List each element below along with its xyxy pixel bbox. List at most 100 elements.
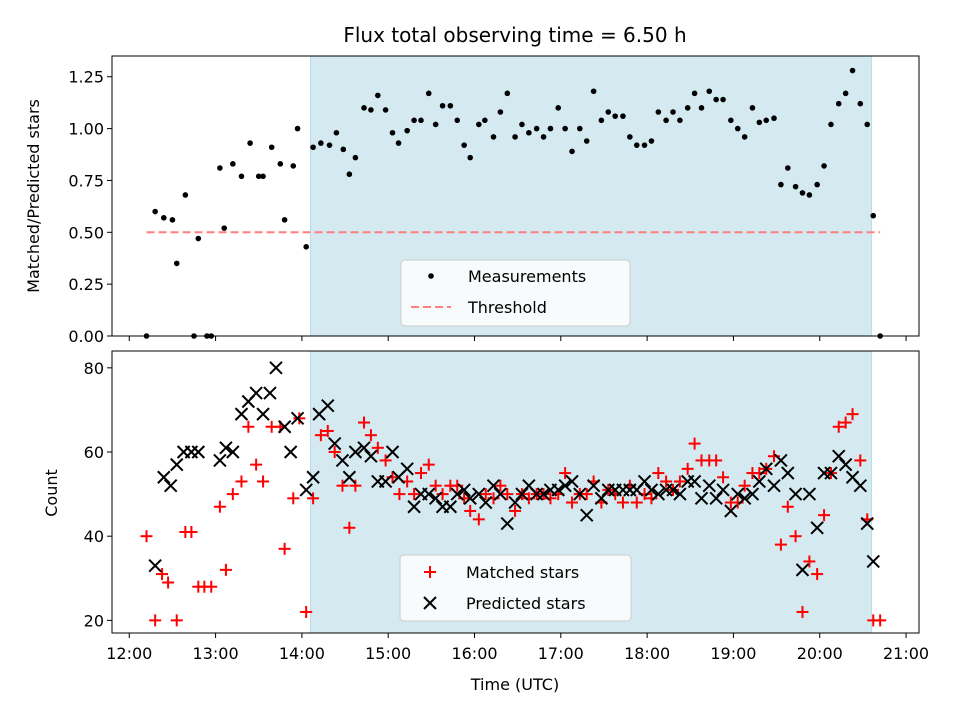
predicted-star-point [407,500,421,514]
matched-star-point [774,538,787,551]
measurement-point [684,105,691,111]
matched-star-point [472,513,485,526]
predicted-star-point [400,462,414,476]
measurement-point [318,140,324,146]
predicted-star-point [463,491,477,506]
matched-star-point [408,488,421,501]
x-axis-label: Time (UTC) [470,675,559,694]
measurement-point [268,144,275,151]
predicted-star-point [148,558,162,573]
bottom-y-ticks: 20 40 60 80 [84,359,112,630]
matched-star-point [681,462,694,475]
measurement-point [346,171,353,178]
matched-star-point [242,420,255,433]
measurement-point [555,105,562,111]
predicted-star-point [651,487,666,501]
y-tick-label: 0.25 [68,275,104,294]
matched-star-point [854,454,867,467]
measurement-point [799,190,806,196]
predicted-star-point [234,407,249,421]
measurement-point [771,115,777,122]
measurement-point [870,212,877,219]
matched-star-point [287,492,300,505]
predicted-star-point [191,445,206,459]
legend-matched-label: Matched stars [466,563,579,582]
predicted-star-point [306,470,320,484]
predicted-star-point [299,483,313,497]
measurement-point [519,121,525,128]
measurement-point [562,125,568,132]
measurement-point [605,109,612,115]
measurement-point [691,90,698,97]
measurement-point [569,148,575,155]
legend-predicted-label: Predicted stars [466,594,586,613]
x-tick-label: 17:00 [538,644,584,663]
y-tick-label: 80 [84,359,104,378]
matched-star-point [205,580,218,593]
measurement-point [785,165,791,171]
y-tick-label: 0.75 [68,171,104,190]
matched-star-point [235,475,248,488]
measurement-point [504,90,511,97]
measurement-point [698,105,705,111]
measurement-point [620,113,626,119]
measurement-point [612,113,618,119]
predicted-star-point [673,487,687,501]
matched-star-point [846,408,859,421]
predicted-star-point [515,487,529,501]
predicted-star-point [795,563,810,577]
matched-star-point [349,479,362,492]
predicted-star-point [219,441,233,455]
predicted-star-point [594,491,609,506]
x-tick-label: 16:00 [451,644,497,663]
predicted-star-point [327,436,342,451]
matched-star-point [811,568,824,581]
measurement-point [247,140,253,146]
predicted-star-point [472,487,486,501]
predicted-star-point [745,487,760,501]
predicted-star-point [824,466,838,480]
x-tick-label: 20:00 [797,644,843,663]
measurement-point [627,134,633,140]
matched-star-point [393,488,406,501]
legend-threshold-label: Threshold [467,298,547,317]
measurement-point [728,117,734,124]
measurement-point [467,154,473,161]
predicted-star-point [752,474,767,489]
measurement-point [303,244,309,250]
predicted-star-point [866,554,880,569]
measurement-point [590,88,597,95]
matched-star-point [781,500,794,513]
bottom-legend-box [399,554,632,622]
predicted-star-point [479,495,493,510]
matched-star-point [673,475,686,488]
y-tick-label: 20 [84,611,104,630]
measurement-point [663,117,669,124]
measurement-point [648,138,655,144]
measurement-point [310,144,316,151]
measurement-point [857,100,864,107]
matched-star-point [336,479,349,492]
measurement-point [169,217,176,223]
predicted-star-point [832,449,846,463]
measurement-point [447,102,454,109]
legend-predicted-marker [423,596,437,610]
matched-star-point [710,454,723,467]
matched-star-point [494,479,507,492]
measurement-point [792,183,799,190]
matched-star-point [185,525,198,538]
matched-star-point [789,530,802,543]
predicted-star-point [170,457,184,472]
bottom-legend: Matched stars Predicted stars [399,554,632,622]
matched-star-point [364,429,377,442]
measurement-point [454,117,461,124]
matched-star-point [429,479,442,492]
measurement-point [476,121,482,128]
measurement-point [217,165,223,171]
measurement-point [375,92,381,99]
matched-star-point [501,488,514,501]
predicted-star-point [428,491,443,506]
measurement-point [778,181,784,188]
